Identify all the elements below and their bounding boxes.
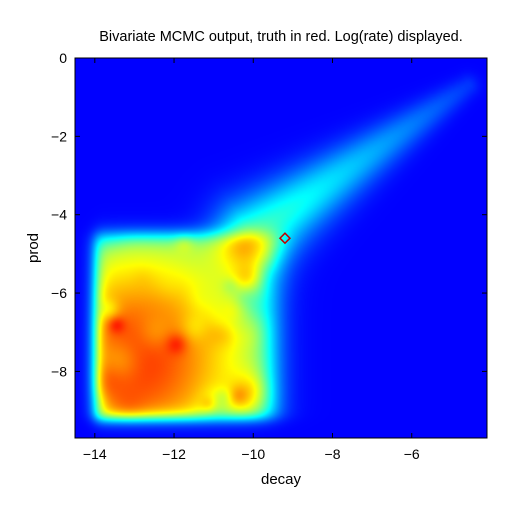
y-axis-label: prod [25,233,42,263]
x-axis-label: decay [261,471,302,488]
x-tick-label: −14 [83,446,107,462]
x-tick-label: −12 [162,446,186,462]
y-tick-label: −6 [51,285,67,301]
y-tick-label: 0 [59,50,67,66]
chart-title: Bivariate MCMC output, truth in red. Log… [99,29,462,45]
y-tick-label: −8 [51,363,67,379]
plot-area [75,58,487,438]
density-heatmap [75,58,487,438]
y-tick-label: −4 [51,207,67,223]
x-tick-label: −8 [325,446,341,462]
x-tick-label: −10 [241,446,265,462]
y-tick-label: −2 [51,128,67,144]
x-tick-label: −6 [404,446,420,462]
